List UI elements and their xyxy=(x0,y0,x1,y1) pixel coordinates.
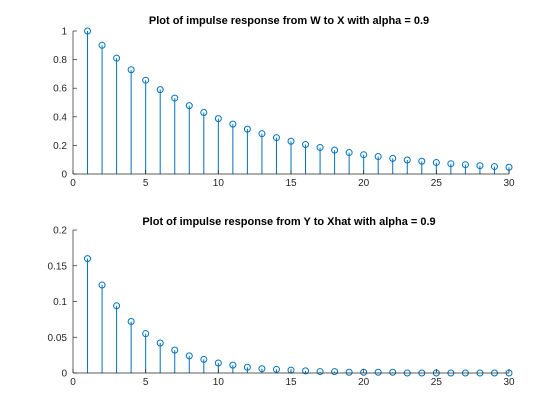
subplot-top-marker-28 xyxy=(476,162,484,170)
subplot-bottom-marker-11 xyxy=(229,361,237,369)
subplot-bottom-marker-6 xyxy=(156,339,164,347)
subplot-bottom-y-tick-label: 0.05 xyxy=(48,333,68,344)
subplot-top-marker-24 xyxy=(418,157,426,165)
subplot-bottom-y-tick-label: 0.15 xyxy=(48,261,68,272)
subplot-top-marker-1 xyxy=(84,27,92,35)
subplot-top-x-tick-label: 30 xyxy=(503,178,515,189)
subplot-top-x-tick-label: 15 xyxy=(285,178,297,189)
subplot-bottom-marker-10 xyxy=(214,359,222,367)
subplot-bottom-marker-13 xyxy=(258,365,266,373)
subplot-bottom-x-tick-label: 30 xyxy=(503,377,515,388)
subplot-top-marker-27 xyxy=(461,161,469,169)
subplot-top-marker-26 xyxy=(447,160,455,168)
subplot-top-marker-13 xyxy=(258,130,266,138)
subplot-top-marker-4 xyxy=(127,66,135,74)
subplot-top-marker-29 xyxy=(490,163,498,171)
subplot-top-marker-14 xyxy=(272,134,280,142)
subplot-top-marker-20 xyxy=(360,151,368,159)
subplot-top-marker-21 xyxy=(374,153,382,161)
subplot-bottom-marker-19 xyxy=(345,368,353,376)
subplot-top-marker-5 xyxy=(142,76,150,84)
subplot-top-x-ticks: 0 5 10 15 20 25 30 xyxy=(70,170,515,189)
subplot-top-marker-7 xyxy=(171,94,179,102)
subplot-top-y-ticks: 0 0.2 0.4 0.6 0.8 1 xyxy=(53,27,77,181)
subplot-top-marker-6 xyxy=(156,86,164,94)
subplot-top-marker-23 xyxy=(403,156,411,164)
subplot-top-x-tick-label: 5 xyxy=(143,178,149,189)
subplot-bottom-marker-1 xyxy=(84,255,92,263)
subplot-bottom-marker-5 xyxy=(142,330,150,338)
subplot-top-stems xyxy=(84,27,513,174)
subplot-bottom-y-tick-label: 0.2 xyxy=(53,226,67,237)
subplot-top-y-tick-label: 0 xyxy=(61,170,67,181)
subplot-top-marker-11 xyxy=(229,120,237,128)
subplot-bottom: Plot of impulse response from Y to Xhat … xyxy=(48,216,515,388)
subplot-bottom-marker-4 xyxy=(127,318,135,326)
subplot-top-marker-10 xyxy=(214,115,222,123)
subplot-top-marker-12 xyxy=(243,125,251,133)
subplot-top-x-tick-label: 25 xyxy=(431,178,443,189)
subplot-bottom-marker-8 xyxy=(185,352,193,360)
subplot-bottom-marker-12 xyxy=(243,363,251,371)
subplot-bottom-y-tick-label: 0.1 xyxy=(53,297,67,308)
subplot-bottom-marker-17 xyxy=(316,368,324,376)
subplot-top: Plot of impulse response from W to X wit… xyxy=(53,15,515,189)
subplot-bottom-marker-9 xyxy=(200,355,208,363)
subplot-bottom-marker-21 xyxy=(374,368,382,376)
subplot-bottom-marker-2 xyxy=(98,281,106,289)
subplot-bottom-x-tick-label: 5 xyxy=(143,377,149,388)
subplot-top-marker-16 xyxy=(302,141,310,149)
subplot-bottom-marker-18 xyxy=(331,368,339,376)
subplot-bottom-marker-22 xyxy=(389,368,397,376)
subplot-bottom-marker-3 xyxy=(113,302,121,310)
subplot-top-y-tick-label: 0.6 xyxy=(53,84,67,95)
subplot-top-marker-19 xyxy=(345,149,353,157)
subplot-bottom-y-ticks: 0 0.05 0.1 0.15 0.2 xyxy=(48,226,77,380)
subplot-top-y-tick-label: 1 xyxy=(61,27,67,38)
subplot-top-marker-17 xyxy=(316,144,324,152)
subplot-bottom-x-tick-label: 0 xyxy=(70,377,76,388)
subplot-top-y-tick-label: 0.2 xyxy=(53,141,67,152)
subplot-top-marker-2 xyxy=(98,41,106,49)
subplot-bottom-marker-14 xyxy=(272,365,280,373)
subplot-top-x-tick-label: 0 xyxy=(70,178,76,189)
subplot-top-marker-8 xyxy=(185,102,193,110)
subplot-bottom-title: Plot of impulse response from Y to Xhat … xyxy=(142,216,435,228)
subplot-top-x-tick-label: 10 xyxy=(213,178,225,189)
subplot-top-marker-9 xyxy=(200,109,208,117)
subplot-top-marker-22 xyxy=(389,154,397,162)
subplot-bottom-y-tick-label: 0 xyxy=(61,369,67,380)
subplot-bottom-x-tick-label: 20 xyxy=(358,377,370,388)
subplot-top-marker-3 xyxy=(113,54,121,62)
subplot-top-x-tick-label: 20 xyxy=(358,178,370,189)
subplot-top-marker-15 xyxy=(287,137,295,145)
subplot-top-title: Plot of impulse response from W to X wit… xyxy=(149,15,429,27)
subplot-top-marker-18 xyxy=(331,146,339,154)
subplot-top-y-tick-label: 0.4 xyxy=(53,112,67,123)
subplot-bottom-x-tick-label: 25 xyxy=(431,377,443,388)
subplot-bottom-x-ticks: 0 5 10 15 20 25 30 xyxy=(70,369,515,388)
subplot-bottom-marker-7 xyxy=(171,346,179,354)
subplot-bottom-x-tick-label: 15 xyxy=(285,377,297,388)
subplot-top-marker-25 xyxy=(432,159,440,167)
subplot-bottom-marker-16 xyxy=(302,367,310,375)
subplot-top-y-tick-label: 0.8 xyxy=(53,55,67,66)
subplot-bottom-x-tick-label: 10 xyxy=(213,377,225,388)
